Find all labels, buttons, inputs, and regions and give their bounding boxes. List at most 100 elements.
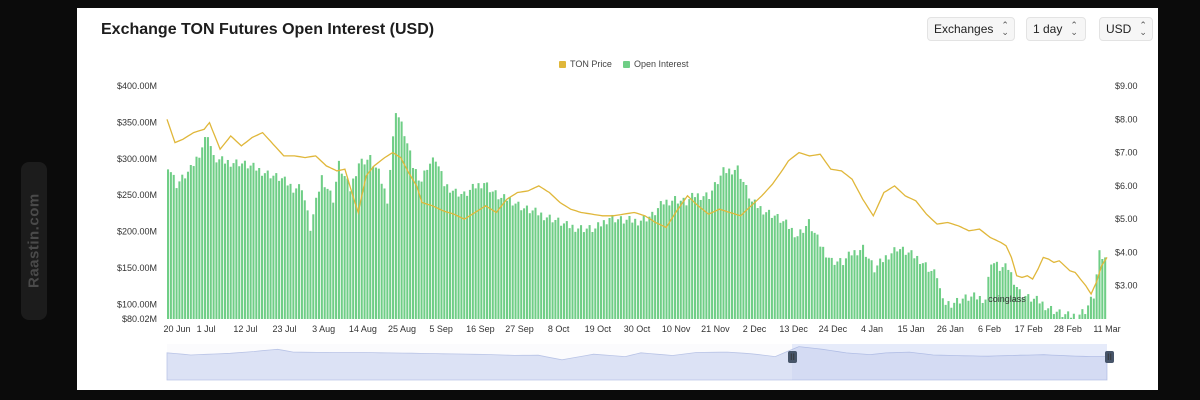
oi-bar <box>221 156 224 319</box>
interval-select-label: 1 day <box>1033 22 1063 36</box>
oi-bar <box>525 205 528 319</box>
legend-label-price: TON Price <box>570 59 612 69</box>
oi-bar <box>380 183 383 319</box>
oi-bar <box>252 162 255 319</box>
oi-bar <box>1061 317 1064 319</box>
oi-bar <box>770 217 773 319</box>
oi-bar <box>320 175 323 319</box>
currency-select[interactable]: USD ⌃ ⌄ <box>1099 17 1153 41</box>
oi-bar <box>901 246 904 319</box>
oi-bar <box>286 185 289 319</box>
oi-bar <box>261 175 264 319</box>
oi-bar <box>1015 287 1018 319</box>
oi-bar <box>688 199 691 319</box>
oi-bar <box>759 206 762 319</box>
oi-bar <box>577 228 580 319</box>
oi-bar <box>921 263 924 319</box>
oi-bar <box>947 301 950 319</box>
oi-bar <box>1101 259 1104 319</box>
oi-bar <box>850 255 853 319</box>
oi-bar <box>326 188 329 319</box>
oi-bar <box>844 258 847 319</box>
oi-bar <box>295 188 298 319</box>
y-left-tick-label: $350.00M <box>117 117 157 127</box>
y-right-tick-label: $6.00 <box>1115 181 1138 191</box>
navigator-handle-right[interactable] <box>1105 351 1114 363</box>
oi-bar <box>853 250 856 319</box>
oi-bar <box>372 166 375 319</box>
updown-chevron-icon: ⌃ ⌄ <box>1001 20 1009 37</box>
navigator-handle-left[interactable] <box>788 351 797 363</box>
oi-bar <box>343 176 346 319</box>
chart-card: Exchange TON Futures Open Interest (USD)… <box>77 8 1158 390</box>
oi-bar <box>676 203 679 319</box>
oi-bar <box>500 197 503 319</box>
oi-bar <box>998 270 1001 319</box>
oi-bar <box>990 264 993 319</box>
oi-bar <box>833 264 836 319</box>
oi-bar <box>967 300 970 319</box>
oi-bar <box>930 270 933 319</box>
oi-bar <box>1098 250 1101 319</box>
y-right-tick-label: $7.00 <box>1115 148 1138 158</box>
navigator-handle-right-grip: II <box>1107 352 1112 362</box>
oi-bar <box>511 205 514 319</box>
x-tick-label: 2 Dec <box>743 324 767 334</box>
oi-bar <box>181 174 184 319</box>
legend-swatch-oi <box>623 61 630 68</box>
oi-bar <box>622 223 625 319</box>
x-tick-label: 17 Feb <box>1015 324 1043 334</box>
oi-bar <box>411 167 415 319</box>
oi-bar <box>468 189 471 319</box>
oi-bar <box>879 258 882 319</box>
oi-bar <box>337 160 340 319</box>
oi-bar <box>457 196 460 319</box>
y-left-tick-label: $200.00M <box>117 227 157 237</box>
oi-bar <box>1047 308 1050 319</box>
oi-bar <box>517 201 520 319</box>
exchanges-select[interactable]: Exchanges ⌃ ⌄ <box>927 17 1015 41</box>
oi-bar <box>1072 313 1075 319</box>
oi-bar <box>842 265 845 319</box>
oi-bar <box>907 252 910 319</box>
oi-bar <box>876 265 879 319</box>
x-tick-label: 14 Aug <box>349 324 377 334</box>
oi-bar <box>750 201 753 319</box>
oi-bar <box>494 190 497 319</box>
x-tick-label: 20 Jun <box>163 324 190 334</box>
oi-bar <box>582 232 585 319</box>
oi-bar <box>807 219 810 319</box>
oi-bar <box>802 232 805 319</box>
oi-bar <box>355 176 358 319</box>
oi-bar <box>884 255 887 319</box>
oi-bar <box>1050 305 1053 319</box>
oi-bar <box>748 198 751 319</box>
oi-bar <box>836 261 839 319</box>
oi-bar <box>246 168 249 319</box>
interval-select[interactable]: 1 day ⌃ ⌄ <box>1026 17 1086 41</box>
oi-bar <box>266 170 269 319</box>
oi-bar <box>1013 284 1016 319</box>
oi-bar <box>1055 311 1058 319</box>
oi-bar <box>1052 314 1055 319</box>
oi-bar <box>924 262 927 319</box>
oi-bar <box>785 219 788 319</box>
oi-bar <box>317 191 321 319</box>
oi-bar <box>562 223 565 319</box>
oi-bar <box>953 302 956 319</box>
x-tick-label: 6 Feb <box>978 324 1001 334</box>
oi-bar <box>543 220 546 319</box>
oi-bar <box>671 200 674 319</box>
oi-bar <box>639 220 642 319</box>
oi-bar <box>1084 314 1087 319</box>
oi-bar <box>634 218 637 319</box>
oi-bar <box>298 184 301 319</box>
oi-bar <box>406 143 409 319</box>
oi-bar <box>776 214 779 319</box>
oi-bar <box>565 221 568 319</box>
oi-bar <box>631 222 634 319</box>
x-tick-label: 1 Jul <box>197 324 216 334</box>
oi-bar <box>300 190 303 319</box>
y-right-tick-label: $9.00 <box>1115 81 1138 91</box>
oi-bar <box>477 183 480 319</box>
